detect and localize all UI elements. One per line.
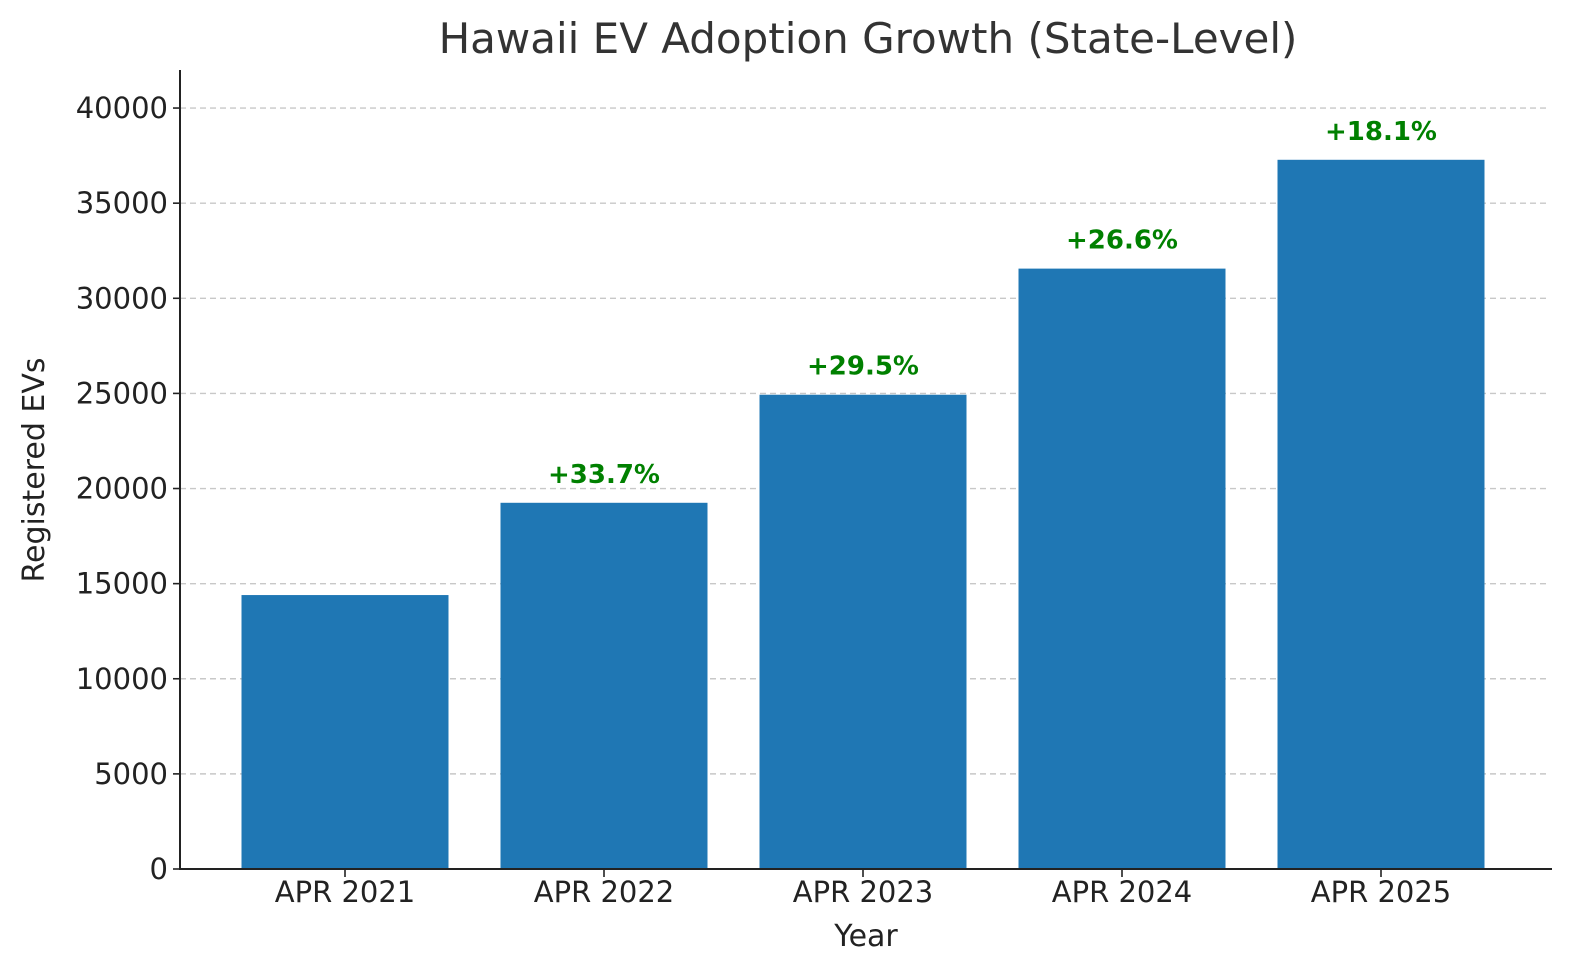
bars	[241, 159, 1485, 870]
y-axis-label: Registered EVs	[17, 358, 52, 583]
x-tick-label: APR 2022	[534, 875, 675, 909]
x-axis-ticks: APR 2021 APR 2022 APR 2023 APR 2024 APR 2025	[275, 869, 1452, 909]
y-axis-ticks: 0 5000 10000 15000 20000 25000 30000 35000 40000	[76, 91, 180, 886]
growth-label: +33.7%	[548, 460, 660, 490]
bar	[759, 394, 967, 869]
bar	[1018, 268, 1226, 869]
y-tick-label: 0	[150, 852, 168, 886]
chart-title: Hawaii EV Adoption Growth (State-Level)	[439, 14, 1298, 63]
y-tick-label: 25000	[76, 376, 168, 410]
bar	[241, 595, 449, 869]
y-tick-label: 20000	[76, 472, 168, 506]
x-tick-label: APR 2024	[1052, 875, 1193, 909]
y-tick-label: 35000	[76, 186, 168, 220]
growth-label: +26.6%	[1066, 226, 1178, 256]
growth-label: +18.1%	[1325, 117, 1437, 147]
y-tick-label: 40000	[76, 91, 168, 125]
bar	[1277, 159, 1485, 870]
y-tick-label: 5000	[94, 757, 168, 791]
y-tick-label: 30000	[76, 281, 168, 315]
x-tick-label: APR 2021	[275, 875, 416, 909]
bar	[500, 502, 708, 869]
x-axis-label: Year	[833, 919, 898, 954]
y-tick-label: 15000	[76, 567, 168, 601]
x-tick-label: APR 2023	[793, 875, 934, 909]
x-tick-label: APR 2025	[1311, 875, 1452, 909]
data-labels: +33.7% +29.5% +26.6% +18.1%	[548, 117, 1437, 490]
growth-label: +29.5%	[807, 352, 919, 382]
y-tick-label: 10000	[76, 662, 168, 696]
